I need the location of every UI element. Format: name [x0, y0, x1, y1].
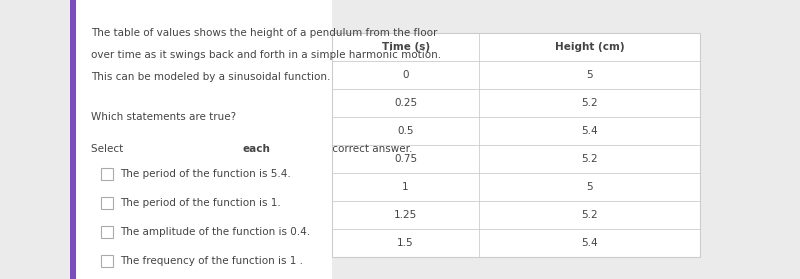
Text: over time as it swings back and forth in a simple harmonic motion.: over time as it swings back and forth in…: [91, 50, 441, 60]
Bar: [101, 168, 113, 180]
Bar: [332, 33, 700, 257]
Text: 1.25: 1.25: [394, 210, 418, 220]
Bar: [101, 226, 113, 238]
Text: Which statements are true?: Which statements are true?: [91, 112, 236, 122]
Text: 5.2: 5.2: [582, 154, 598, 164]
Text: The amplitude of the function is 0.4.: The amplitude of the function is 0.4.: [121, 227, 310, 237]
Text: 0.5: 0.5: [398, 126, 414, 136]
Text: 5.2: 5.2: [582, 210, 598, 220]
Bar: [70, 0, 76, 279]
Bar: [76, 0, 332, 279]
Text: The period of the function is 5.4.: The period of the function is 5.4.: [121, 169, 291, 179]
Text: 5: 5: [586, 70, 593, 80]
Bar: [332, 33, 700, 257]
Text: each: each: [242, 144, 270, 154]
Text: The period of the function is 1.: The period of the function is 1.: [121, 198, 282, 208]
Text: 5.4: 5.4: [582, 238, 598, 248]
Text: This can be modeled by a sinusoidal function.: This can be modeled by a sinusoidal func…: [91, 72, 330, 82]
Text: correct answer.: correct answer.: [329, 144, 412, 154]
Text: Time (s): Time (s): [382, 42, 430, 52]
Text: The frequency of the function is 1 .: The frequency of the function is 1 .: [121, 256, 303, 266]
Bar: [101, 197, 113, 209]
Text: 1.5: 1.5: [398, 238, 414, 248]
Bar: [101, 255, 113, 267]
Text: 0: 0: [402, 70, 409, 80]
Text: 0.75: 0.75: [394, 154, 417, 164]
Text: 5: 5: [586, 182, 593, 192]
Text: 0.25: 0.25: [394, 98, 417, 108]
Text: Select: Select: [91, 144, 126, 154]
Text: Height (cm): Height (cm): [554, 42, 625, 52]
Text: The table of values shows the height of a pendulum from the floor: The table of values shows the height of …: [91, 28, 438, 38]
Text: 1: 1: [402, 182, 409, 192]
Text: 5.4: 5.4: [582, 126, 598, 136]
Text: 5.2: 5.2: [582, 98, 598, 108]
